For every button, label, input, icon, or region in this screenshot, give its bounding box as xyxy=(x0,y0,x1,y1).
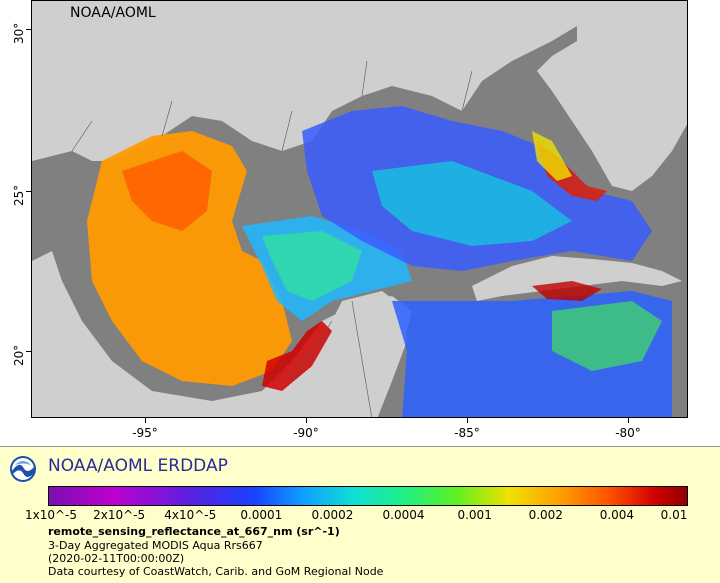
map-graphic xyxy=(32,1,687,417)
lat-label-20: 20° xyxy=(12,344,26,366)
lon-tick-85 xyxy=(467,418,468,423)
colorbar-tick-label: 0.002 xyxy=(528,508,563,522)
lon-label-90: -90° xyxy=(293,426,319,440)
state-borders xyxy=(71,60,473,417)
legend-panel: NOAA/AOML ERDDAP remote_sensing_reflecta… xyxy=(0,446,720,583)
reflectance-western-gulf-red xyxy=(122,151,212,231)
cuba-land xyxy=(472,256,682,301)
reflectance-caribbean-green xyxy=(552,301,662,371)
lon-label-95: -95° xyxy=(132,426,158,440)
reflectance-cuba-coast-red xyxy=(532,281,602,301)
lon-tick-95 xyxy=(145,418,146,423)
yucatan-land xyxy=(322,291,407,417)
colorbar-tick-label: 0.01 xyxy=(660,508,688,522)
noaa-logo-icon xyxy=(10,456,36,482)
lon-label-80: -80° xyxy=(615,426,641,440)
variable-name: remote_sensing_reflectance_at_667_nm (sr… xyxy=(48,525,340,538)
lat-tick-25 xyxy=(26,191,31,192)
dataset-title: 3-Day Aggregated MODIS Aqua Rrs667 xyxy=(48,539,263,552)
us-gulf-coast-land xyxy=(32,1,577,161)
colorbar-tick-label: 0.0004 xyxy=(382,508,425,522)
map-credit: NOAA/AOML xyxy=(70,5,156,21)
colorbar-tick-label: 0.0001 xyxy=(240,508,283,522)
reflectance-eastern-gulf-cyan xyxy=(372,161,572,246)
time-stamp: (2020-02-11T00:00:00Z) xyxy=(48,552,185,565)
colorbar-tick-label: 0.001 xyxy=(457,508,492,522)
lat-tick-20 xyxy=(26,351,31,352)
colorbar-tick-label: 0.004 xyxy=(599,508,635,522)
colorbar-tick-label: 4x10^-5 xyxy=(164,508,217,522)
reflectance-central-gulf-green xyxy=(262,231,362,301)
reflectance-yucatan-coast-red xyxy=(262,321,332,391)
data-courtesy: Data courtesy of CoastWatch, Carib. and … xyxy=(48,565,384,578)
lat-tick-30 xyxy=(26,29,31,30)
lat-label-25: 25° xyxy=(12,184,26,206)
map-frame: NOAA/AOML xyxy=(31,0,688,418)
florida-land xyxy=(537,1,687,191)
lon-tick-90 xyxy=(306,418,307,423)
colorbar-tick-label: 0.0002 xyxy=(311,508,354,522)
colorbar-tick-label: 2x10^-5 xyxy=(93,508,146,522)
colorbar xyxy=(48,486,688,506)
mexico-land xyxy=(32,251,412,417)
erddap-brand: NOAA/AOML ERDDAP xyxy=(48,456,228,476)
colorbar-tick-label: 1x10^-5 xyxy=(24,508,78,522)
lon-label-85: -85° xyxy=(454,426,480,440)
lon-tick-80 xyxy=(628,418,629,423)
reflectance-florida-coast-yellow xyxy=(532,131,572,181)
lat-label-30: 30° xyxy=(12,22,26,44)
